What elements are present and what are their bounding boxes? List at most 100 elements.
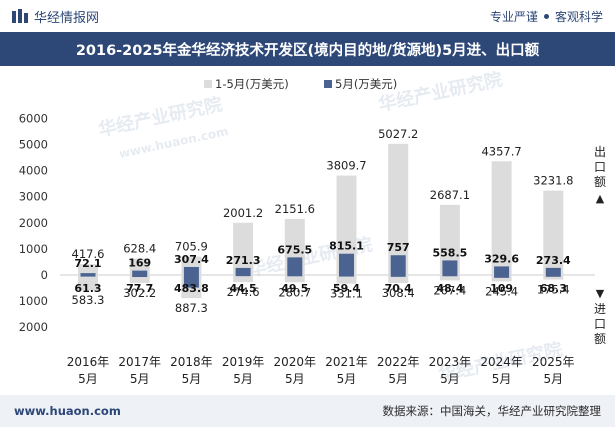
bar-monthly-import <box>183 275 199 288</box>
label-monthly-import: 44.5 <box>230 282 257 295</box>
bar-monthly-export <box>545 267 561 275</box>
import-side-label-char: 进 <box>594 302 606 316</box>
y-tick-label: 4000 <box>19 164 48 178</box>
label-monthly-export: 329.6 <box>484 252 519 265</box>
x-tick-label-month: 5月 <box>440 372 460 386</box>
down-arrow-icon: ▼ <box>596 287 605 300</box>
bar-cumulative-export <box>439 204 460 275</box>
bar-monthly-export <box>132 270 148 275</box>
bar-monthly-import <box>80 275 96 277</box>
label-monthly-export: 271.3 <box>226 254 261 267</box>
chart-title: 2016-2025年金华经济技术开发区(境内目的地/货源地)5月进、出口额 <box>75 42 540 59</box>
bar-cumulative-import <box>78 275 98 291</box>
label-monthly-export: 815.1 <box>329 240 364 253</box>
bar-monthly-export <box>442 260 458 275</box>
bar-cumulative-import <box>439 275 460 281</box>
brand[interactable]: 华经情报网 <box>12 7 99 26</box>
legend-label-monthly: 5月(万美元) <box>335 77 397 91</box>
up-arrow-icon: ▲ <box>596 192 605 205</box>
bar-monthly-import <box>235 275 251 277</box>
bar-monthly-import <box>545 275 561 277</box>
bar-cumulative-import <box>233 275 254 283</box>
label-cumulative-import: 207.4 <box>433 283 466 297</box>
side-labels: 出口额▲▼进口额 <box>594 145 606 346</box>
label-monthly-export: 675.5 <box>277 243 312 256</box>
x-tick-label-month: 5月 <box>285 372 305 386</box>
x-tick-label-month: 5月 <box>78 372 98 386</box>
label-monthly-export: 273.4 <box>536 254 571 267</box>
label-cumulative-export: 2001.2 <box>223 206 263 220</box>
bar-monthly-import <box>132 275 148 278</box>
tagline-left: 专业严谨 <box>489 9 538 24</box>
label-cumulative-export: 4357.7 <box>481 144 521 158</box>
x-tick-label-year: 2024年 <box>480 355 523 369</box>
legend-label-cumulative: 1-5月(万美元) <box>215 77 289 91</box>
label-cumulative-export: 3231.8 <box>533 174 573 188</box>
y-tick-label: 6000 <box>19 111 48 125</box>
y-tick-label: 5000 <box>19 138 48 152</box>
import-side-label-char: 口 <box>594 317 606 331</box>
bar-monthly-export <box>287 257 303 275</box>
bar-cumulative-export <box>491 161 512 275</box>
legend: 1-5月(万美元) 5月(万美元) <box>204 77 397 91</box>
bar-monthly-export <box>80 273 96 275</box>
label-cumulative-import: 887.3 <box>175 301 208 315</box>
label-cumulative-import: 308.4 <box>382 286 415 300</box>
x-tick-label-month: 5月 <box>388 372 408 386</box>
label-cumulative-export: 2151.6 <box>275 202 315 216</box>
x-tick-label-month: 5月 <box>233 372 253 386</box>
export-side-label-char: 口 <box>594 160 606 174</box>
bar-monthly-export <box>235 267 251 275</box>
chart-title-bar: 2016-2025年金华经济技术开发区(境内目的地/货源地)5月进、出口额 <box>0 32 615 66</box>
label-cumulative-import: 274.6 <box>227 285 260 299</box>
x-tick-label-month: 5月 <box>492 372 512 386</box>
bar-monthly-import <box>339 275 354 277</box>
label-monthly-export: 169 <box>128 257 151 270</box>
tagline: 专业严谨 客观科学 <box>490 8 603 25</box>
label-monthly-export: 72.1 <box>74 257 101 270</box>
label-cumulative-export: 417.6 <box>72 247 105 261</box>
bar-cumulative-import <box>491 275 512 282</box>
x-tick-label-year: 2016年 <box>67 355 110 369</box>
logo-icon <box>12 9 28 23</box>
x-tick-label-year: 2017年 <box>118 355 161 369</box>
legend-swatch-monthly <box>324 80 332 88</box>
x-tick-label-month: 5月 <box>130 372 150 386</box>
footer: www.huaon.com 数据来源：中国海关，华经产业研究院整理 <box>0 395 615 427</box>
label-monthly-import: 109 <box>490 282 513 295</box>
x-tick-label-year: 2022年 <box>377 355 420 369</box>
y-tick-label: 0 <box>41 268 48 282</box>
watermark-text: 华经产业研究院 <box>376 68 504 116</box>
bar-cumulative-import <box>129 275 150 283</box>
bar-cumulative-import <box>284 275 305 283</box>
y-tick-label: 1000 <box>19 294 48 308</box>
x-tick-label-month: 5月 <box>543 372 563 386</box>
footer-url[interactable]: www.huaon.com <box>14 404 121 418</box>
y-tick-label: 2000 <box>19 320 48 334</box>
legend-swatch-cumulative <box>204 80 212 88</box>
bar-monthly-import <box>390 275 406 277</box>
label-monthly-export: 757 <box>387 241 410 254</box>
label-monthly-import: 59.4 <box>333 282 360 295</box>
label-cumulative-export: 628.4 <box>123 242 156 256</box>
label-monthly-export: 558.5 <box>433 246 468 259</box>
label-monthly-import: 77.7 <box>126 282 153 295</box>
footer-source: 数据来源：中国海关，华经产业研究院整理 <box>382 404 602 418</box>
chart: 华经产业研究院 华经产业研究院 华经产业研究院 华经产业研究院 www.huao… <box>19 68 606 386</box>
x-tick-label-year: 2023年 <box>429 355 472 369</box>
bar-cumulative-export <box>388 143 409 275</box>
bullet-dot-icon <box>543 13 549 19</box>
bar-cumulative-export <box>233 222 254 275</box>
brand-name: 华经情报网 <box>34 10 100 26</box>
bar-cumulative-export <box>336 175 357 275</box>
bar-cumulative-import <box>336 275 357 284</box>
label-cumulative-import: 302.2 <box>123 286 156 300</box>
bar-monthly-export <box>494 266 510 275</box>
label-monthly-export: 307.4 <box>174 253 209 266</box>
label-cumulative-export: 705.9 <box>175 240 208 254</box>
label-monthly-import: 483.8 <box>174 282 209 295</box>
x-tick-label-year: 2019年 <box>222 355 265 369</box>
bar-monthly-export <box>339 253 354 275</box>
label-monthly-import: 68.3 <box>540 282 567 295</box>
